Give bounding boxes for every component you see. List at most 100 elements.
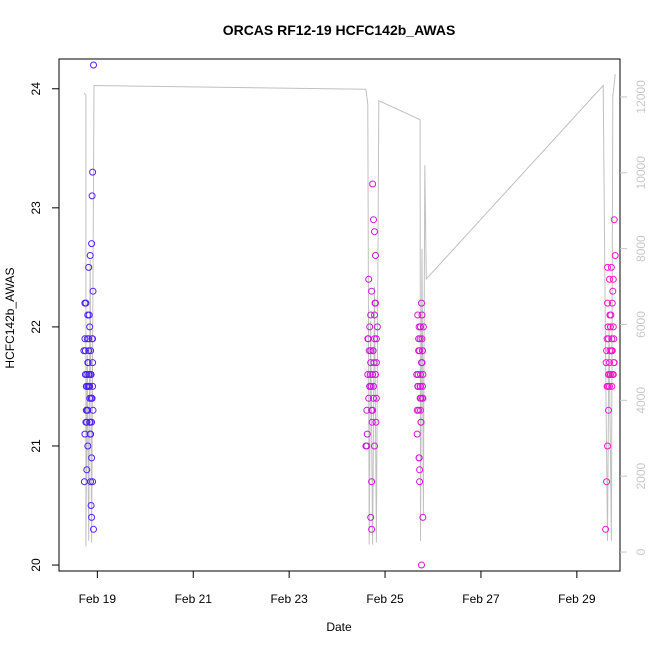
data-point	[86, 252, 94, 259]
data-point	[368, 525, 376, 533]
data-point	[85, 382, 93, 390]
data-point	[371, 442, 378, 450]
data-point	[608, 382, 616, 390]
data-point	[370, 382, 377, 390]
data-point	[609, 323, 617, 331]
data-point	[604, 323, 612, 331]
data-point	[419, 347, 426, 355]
data-point	[417, 382, 424, 390]
data-point	[605, 335, 612, 343]
data-point	[83, 466, 91, 474]
data-point	[372, 371, 379, 378]
y-tick-label: 21	[29, 439, 43, 453]
data-point	[602, 525, 610, 533]
y-tick-label: 23	[29, 201, 43, 215]
data-point	[88, 513, 96, 521]
data-point	[365, 394, 373, 402]
data-point	[369, 180, 377, 188]
data-point	[369, 371, 377, 378]
data-point	[372, 394, 380, 402]
data-point	[415, 454, 423, 462]
y-tick-label: 24	[29, 82, 43, 96]
data-point	[413, 430, 421, 438]
y2-tick-label: 10000	[634, 156, 648, 190]
data-point	[606, 311, 614, 319]
data-point	[419, 382, 426, 390]
data-point	[367, 513, 375, 521]
data-point	[419, 323, 427, 331]
data-point	[368, 478, 376, 486]
data-point	[85, 371, 93, 378]
data-point	[85, 335, 93, 343]
y-axis-label: HCFC142b_AWAS	[3, 267, 17, 368]
data-point	[89, 359, 97, 367]
data-point	[363, 442, 371, 450]
data-point	[418, 359, 425, 367]
x-tick-label: Feb 25	[366, 592, 404, 606]
y-tick-label: 22	[29, 320, 43, 334]
data-point	[605, 406, 612, 414]
data-point	[603, 478, 611, 486]
data-point	[89, 382, 97, 390]
data-point	[88, 240, 96, 248]
data-point	[414, 382, 422, 390]
data-point	[416, 335, 424, 343]
data-point	[418, 335, 426, 343]
y-tick-label: 20	[29, 558, 43, 572]
y2-tick-label: 12000	[634, 80, 648, 114]
data-point	[372, 418, 380, 426]
data-point	[88, 454, 96, 462]
data-point	[370, 359, 378, 367]
data-point	[85, 263, 93, 271]
data-point	[419, 513, 427, 521]
data-point	[606, 371, 614, 378]
data-point	[418, 299, 425, 307]
data-point	[368, 406, 376, 414]
data-point	[365, 275, 373, 283]
data-point	[84, 359, 92, 367]
data-point	[372, 359, 380, 367]
x-tick-label: Feb 21	[175, 592, 213, 606]
y2-tick-label: 2000	[634, 463, 648, 490]
data-point	[85, 347, 93, 355]
data-point	[368, 418, 376, 426]
chart-title: ORCAS RF12-19 HCFC142b_AWAS	[223, 22, 456, 38]
data-point	[610, 359, 618, 367]
data-point	[602, 359, 610, 367]
data-point	[414, 311, 422, 319]
data-point	[364, 371, 372, 378]
y2-tick-label: 8000	[634, 235, 648, 262]
data-point	[609, 275, 617, 283]
data-point	[606, 275, 613, 283]
data-point	[418, 561, 425, 569]
altitude-track	[83, 74, 616, 547]
data-point	[606, 359, 613, 367]
data-point	[372, 335, 380, 343]
data-point	[605, 371, 612, 378]
data-point	[417, 418, 425, 426]
data-point	[371, 335, 378, 343]
data-point	[87, 371, 95, 378]
data-point	[87, 502, 95, 509]
data-point	[90, 61, 97, 69]
data-point	[363, 430, 371, 438]
data-point	[604, 442, 611, 450]
data-point	[604, 263, 611, 271]
data-point	[610, 216, 618, 224]
y2-tick-label: 4000	[634, 387, 648, 414]
data-point	[608, 335, 616, 343]
data-point	[373, 323, 381, 331]
data-point	[372, 252, 379, 259]
altitude-line	[83, 74, 616, 547]
data-point	[367, 311, 375, 319]
axes: Feb 19 Feb 21 Feb 23 Feb 25 Feb 27 Feb 29 20 21…	[29, 80, 648, 606]
data-point	[366, 382, 374, 390]
data-point	[81, 299, 89, 307]
data-point	[415, 406, 423, 414]
data-point	[86, 394, 94, 402]
data-point	[85, 311, 93, 319]
data-point	[606, 323, 614, 331]
data-point	[83, 418, 91, 426]
data-point	[419, 371, 427, 378]
data-point	[89, 335, 97, 343]
